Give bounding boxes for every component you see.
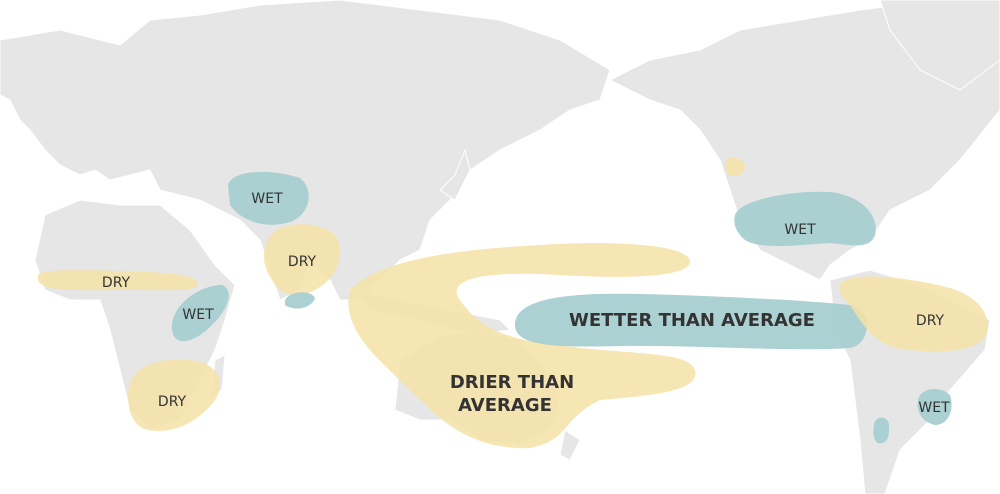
dry-region-southern-africa — [128, 359, 221, 431]
wet-region-central-pacific — [515, 293, 867, 350]
dry-region-india — [263, 224, 341, 296]
wet-region-southeast-south-america — [917, 388, 952, 425]
label-drier-than-average-line2: AVERAGE — [458, 395, 552, 416]
label-wet-central-asia: WET — [251, 191, 283, 207]
wet-region-east-africa — [171, 285, 229, 342]
precipitation-anomalies — [38, 157, 988, 449]
label-dry-south-america: DRY — [915, 313, 945, 329]
dry-region-indo-pacific — [348, 243, 696, 449]
label-wet-south-america: WET — [918, 400, 950, 416]
label-drier-than-average-line1: DRIER THAN — [449, 372, 575, 393]
label-dry-southern-africa: DRY — [157, 394, 187, 410]
label-wet-north-america: WET — [784, 222, 816, 238]
dry-region-northern-south-america — [839, 276, 988, 352]
label-wet-east-africa: WET — [182, 307, 214, 323]
land-eurasia — [0, 0, 611, 301]
land-new-zealand — [559, 429, 581, 461]
wet-region-southern-us — [734, 191, 876, 247]
label-wetter-than-average: WETTER THAN AVERAGE — [569, 310, 815, 331]
dry-region-west-africa — [38, 270, 199, 291]
wet-region-sri-lanka — [285, 292, 315, 309]
land-greenland — [879, 0, 1000, 91]
label-dry-west-africa: DRY — [101, 275, 131, 291]
land-japan — [439, 148, 471, 201]
wet-region-central-asia — [228, 171, 309, 225]
wet-region-chile — [873, 417, 890, 444]
label-dry-india: DRY — [287, 254, 317, 270]
dry-region-california — [725, 157, 745, 177]
